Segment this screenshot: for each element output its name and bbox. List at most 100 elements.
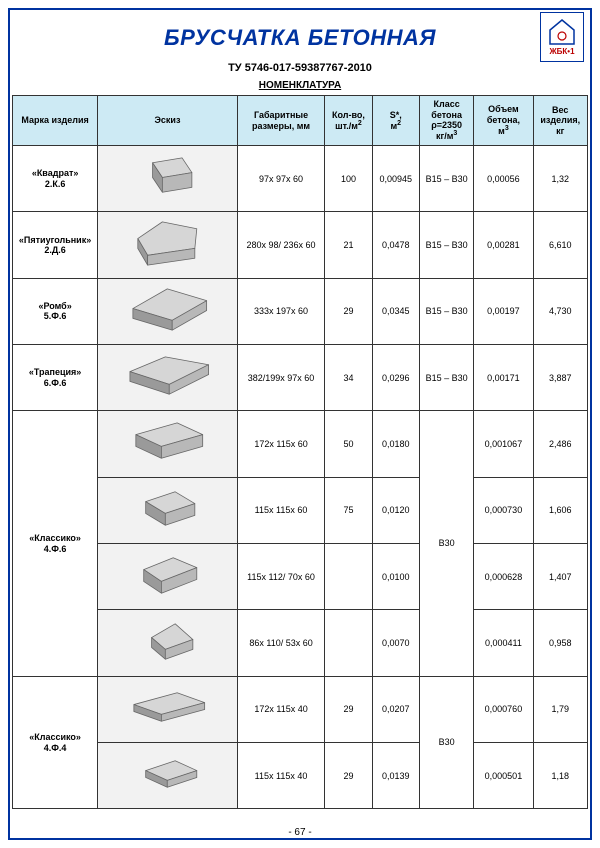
cell-klass: В15 – В30 [419,212,473,278]
table-body: «Квадрат»2.К.697х 97х 601000,00945В15 – … [13,146,588,809]
cell-kol: 50 [325,411,372,477]
col-klass: Классбетонаρ=2350кг/м3 [419,96,473,146]
table-row: «Классико»4.Ф.4172х 115х 40290,0207В300,… [13,676,588,742]
cell-sketch [98,544,238,610]
cell-s: 0,0100 [372,544,419,610]
cell-klass: В30 [419,411,473,676]
header: БРУСЧАТКА БЕТОННАЯ ЖБК•1 [12,12,588,64]
table-row: 86х 110/ 53х 60 0,0070 0,0004110,958 [13,610,588,676]
cell-s: 0,0180 [372,411,419,477]
cell-s: 0,0120 [372,477,419,543]
cell-kol: 75 [325,477,372,543]
cell-sketch [98,411,238,477]
cell-sketch [98,676,238,742]
cell-s: 0,0139 [372,743,419,809]
col-marka: Марка изделия [13,96,98,146]
cell-kol: 34 [325,345,372,411]
cell-klass: В30 [419,676,473,809]
cell-marka: «Квадрат»2.К.6 [13,146,98,212]
nomenclature-table: Марка изделия Эскиз Габаритные размеры, … [12,95,588,809]
cell-gab: 172х 115х 40 [237,676,325,742]
cell-ves: 4,730 [533,278,587,344]
cell-kol: 29 [325,278,372,344]
cell-kol [325,610,372,676]
cell-vol: 0,00281 [474,212,533,278]
cell-vol: 0,000411 [474,610,533,676]
cell-sketch [98,345,238,411]
cell-sketch [98,212,238,278]
cell-sketch [98,610,238,676]
cell-gab: 280х 98/ 236х 60 [237,212,325,278]
cell-gab: 115х 115х 40 [237,743,325,809]
table-row: «Пятиугольник»2.Д.6280х 98/ 236х 60210,0… [13,212,588,278]
cell-klass: В15 – В30 [419,146,473,212]
cell-sketch [98,477,238,543]
cell-marka: «Классико»4.Ф.6 [13,411,98,676]
cell-gab: 97х 97х 60 [237,146,325,212]
cell-s: 0,0345 [372,278,419,344]
cell-kol [325,544,372,610]
table-row: «Ромб»5.Ф.6 333х 197х 60290,0345В15 – В30… [13,278,588,344]
col-vol: Объембетона,м3 [474,96,533,146]
cell-ves: 2,486 [533,411,587,477]
cell-gab: 86х 110/ 53х 60 [237,610,325,676]
cell-ves: 1,32 [533,146,587,212]
cell-marka: «Классико»4.Ф.4 [13,676,98,809]
cell-kol: 100 [325,146,372,212]
cell-marka: «Трапеция»6.Ф.6 [13,345,98,411]
logo: ЖБК•1 [540,12,584,62]
cell-s: 0,0207 [372,676,419,742]
cell-sketch [98,743,238,809]
col-ves: Весизделия,кг [533,96,587,146]
cell-ves: 1,79 [533,676,587,742]
cell-ves: 3,887 [533,345,587,411]
cell-kol: 29 [325,743,372,809]
cell-ves: 1,606 [533,477,587,543]
col-gab: Габаритные размеры, мм [237,96,325,146]
section-label: НОМЕНКЛАТУРА [12,80,588,91]
col-s: S*,м2 [372,96,419,146]
cell-ves: 6,610 [533,212,587,278]
cell-s: 0,0070 [372,610,419,676]
cell-marka: «Ромб»5.Ф.6 [13,278,98,344]
page-title: БРУСЧАТКА БЕТОННАЯ [164,25,436,51]
cell-ves: 0,958 [533,610,587,676]
table-row: «Трапеция»6.Ф.6 382/199х 97х 60340,0296В1… [13,345,588,411]
cell-vol: 0,000501 [474,743,533,809]
logo-text: ЖБК•1 [549,47,574,56]
cell-kol: 21 [325,212,372,278]
cell-s: 0,0478 [372,212,419,278]
cell-gab: 115х 112/ 70х 60 [237,544,325,610]
cell-ves: 1,18 [533,743,587,809]
cell-s: 0,00945 [372,146,419,212]
cell-gab: 172х 115х 60 [237,411,325,477]
col-kol: Кол-во,шт./м2 [325,96,372,146]
cell-gab: 382/199х 97х 60 [237,345,325,411]
cell-kol: 29 [325,676,372,742]
cell-marka: «Пятиугольник»2.Д.6 [13,212,98,278]
cell-gab: 115х 115х 60 [237,477,325,543]
cell-sketch [98,146,238,212]
cell-klass: В15 – В30 [419,278,473,344]
page-content: БРУСЧАТКА БЕТОННАЯ ЖБК•1 ТУ 5746-017-593… [12,12,588,818]
cell-vol: 0,001067 [474,411,533,477]
table-row: «Классико»4.Ф.6172х 115х 60500,0180В300,… [13,411,588,477]
cell-sketch [98,278,238,344]
page-number: - 67 - [0,827,600,838]
table-header: Марка изделия Эскиз Габаритные размеры, … [13,96,588,146]
col-eskiz: Эскиз [98,96,238,146]
table-row: «Квадрат»2.К.6 97х 97х 601000,00945В15 – … [13,146,588,212]
cell-klass: В15 – В30 [419,345,473,411]
cell-s: 0,0296 [372,345,419,411]
logo-icon [547,18,577,46]
table-row: 115х 115х 60750,0120 0,0007301,606 [13,477,588,543]
cell-vol: 0,00171 [474,345,533,411]
cell-gab: 333х 197х 60 [237,278,325,344]
table-row: 115х 112/ 70х 60 0,0100 0,0006281,407 [13,544,588,610]
table-row: 115х 115х 40290,0139 0,0005011,18 [13,743,588,809]
cell-vol: 0,000628 [474,544,533,610]
cell-vol: 0,000730 [474,477,533,543]
cell-ves: 1,407 [533,544,587,610]
cell-vol: 0,000760 [474,676,533,742]
cell-vol: 0,00056 [474,146,533,212]
